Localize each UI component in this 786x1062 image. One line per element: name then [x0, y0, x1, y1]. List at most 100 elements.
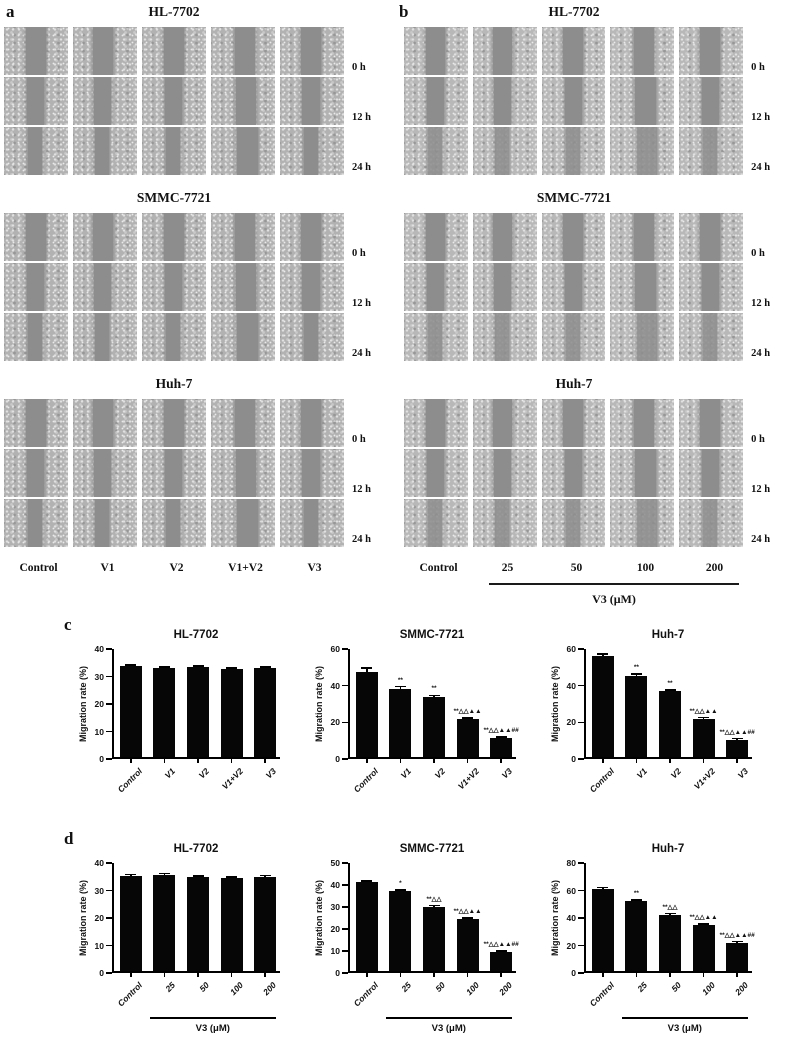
y-axis-tick [578, 862, 584, 864]
wound-scratch [27, 449, 45, 497]
wound-scratch [94, 77, 112, 125]
x-axis-tick [264, 759, 266, 763]
cell-line-section: Huh-7 0 h 12 h 24 h [404, 376, 786, 547]
micrograph-row: 24 h [404, 499, 786, 547]
micrograph-row: 24 h [4, 313, 393, 361]
time-label: 0 h [352, 434, 366, 445]
y-axis-tick [578, 758, 584, 760]
wound-scratch [302, 449, 320, 497]
significance-annotation: **△△▲▲## [719, 931, 755, 939]
micrograph-image [211, 77, 275, 125]
error-bar [125, 873, 137, 876]
error-bar [597, 653, 609, 656]
x-axis-tick [399, 759, 402, 763]
x-axis-tick [130, 973, 132, 977]
y-axis-tick [106, 972, 112, 974]
error-bar [495, 950, 507, 953]
bar [456, 719, 479, 757]
micrograph-image [4, 449, 68, 497]
error-bar [462, 917, 474, 920]
wound-scratch [565, 127, 580, 175]
micrograph-image [404, 449, 468, 497]
condition-label: Control [419, 562, 458, 574]
x-axis-tick [130, 759, 132, 763]
wound-scratch [301, 213, 321, 261]
bar [591, 888, 614, 971]
time-label: 12 h [352, 484, 371, 495]
plot-area: 0 20 40 60 Control ** V1 ** V2 **△△▲▲ V1+V2 **△△▲▲#… [331, 644, 519, 794]
cell-line-title: Huh-7 [555, 376, 593, 391]
micrograph-image [142, 313, 206, 361]
bar [659, 691, 681, 757]
cell-line-section: HL-7702 0 h 12 h 24 h [404, 4, 786, 175]
error-bar [462, 717, 474, 720]
micrograph-image [404, 77, 468, 125]
error-bar [698, 923, 710, 926]
wound-scratch [165, 77, 183, 125]
wound-scratch [95, 127, 110, 175]
micrograph-row: 0 h [404, 213, 786, 261]
micrograph-image [679, 313, 744, 361]
micrograph-image [679, 77, 744, 125]
wound-scratch [426, 449, 445, 497]
y-axis-tick [342, 862, 348, 864]
chart-hl-7702: HL-7702 Migration rate (%) 0 10 20 30 40 Contro… [72, 629, 308, 821]
wound-scratch [493, 77, 512, 125]
error-bar [361, 667, 373, 672]
wound-scratch [426, 263, 445, 311]
micrograph-image [404, 399, 468, 447]
y-tick-label: 60 [330, 644, 340, 654]
condition-labels: Control V1 V2 V1+V2 V3 [4, 562, 393, 574]
micrograph-image [4, 399, 68, 447]
x-axis-tick [399, 973, 402, 977]
time-label: 24 h [352, 534, 371, 545]
significance-annotation: **△△ [662, 903, 678, 911]
micrograph-image [679, 27, 744, 75]
error-bar [361, 880, 373, 883]
wound-scratch [702, 127, 717, 175]
micrograph-image [679, 449, 744, 497]
wound-scratch [166, 127, 181, 175]
micrograph-image [610, 213, 675, 261]
wound-scratch [235, 263, 257, 311]
micrograph-image [472, 263, 537, 311]
y-axis-tick [106, 648, 112, 650]
micrograph-image [679, 399, 744, 447]
x-axis-tick [500, 759, 502, 763]
micrograph-image [4, 77, 68, 125]
error-bar [428, 904, 440, 907]
cell-line-section: HL-7702 0 h 12 h 24 h [4, 4, 393, 175]
x-axis-tick [702, 973, 705, 977]
wound-scratch [25, 399, 46, 447]
wound-scratch [492, 27, 513, 75]
micro-panels-row: a HL-7702 0 h 12 h 24 h SMMC-7721 0 h 12 h 24 h… [4, 2, 786, 606]
error-bar [192, 665, 204, 668]
y-tick-label: 60 [566, 885, 576, 896]
micrograph-image [4, 499, 68, 547]
cell-line-title: SMMC-7721 [536, 190, 612, 205]
wound-scratch [165, 449, 183, 497]
condition-label: V2 [169, 562, 184, 574]
wound-scratch [702, 499, 717, 547]
dose-group-line [489, 583, 739, 585]
micrograph-image [679, 263, 744, 311]
bar [355, 671, 378, 757]
wound-scratch [426, 77, 445, 125]
micrograph-image [73, 449, 137, 497]
y-axis-tick [578, 684, 584, 687]
x-axis-tick [736, 759, 738, 763]
significance-annotation: **△△▲▲## [483, 941, 519, 949]
error-bar [259, 874, 271, 877]
wound-scratch [565, 313, 580, 361]
y-axis-tick [106, 730, 112, 733]
wound-scratch [235, 449, 257, 497]
wound-scratch [234, 399, 256, 447]
time-label: 0 h [352, 62, 366, 73]
bar [119, 875, 142, 971]
bar [187, 667, 209, 757]
y-axis-tick [342, 906, 348, 908]
y-axis-tick [342, 884, 348, 886]
micrograph-image [280, 213, 344, 261]
time-label: 12 h [352, 112, 371, 123]
wound-scratch [95, 313, 110, 361]
